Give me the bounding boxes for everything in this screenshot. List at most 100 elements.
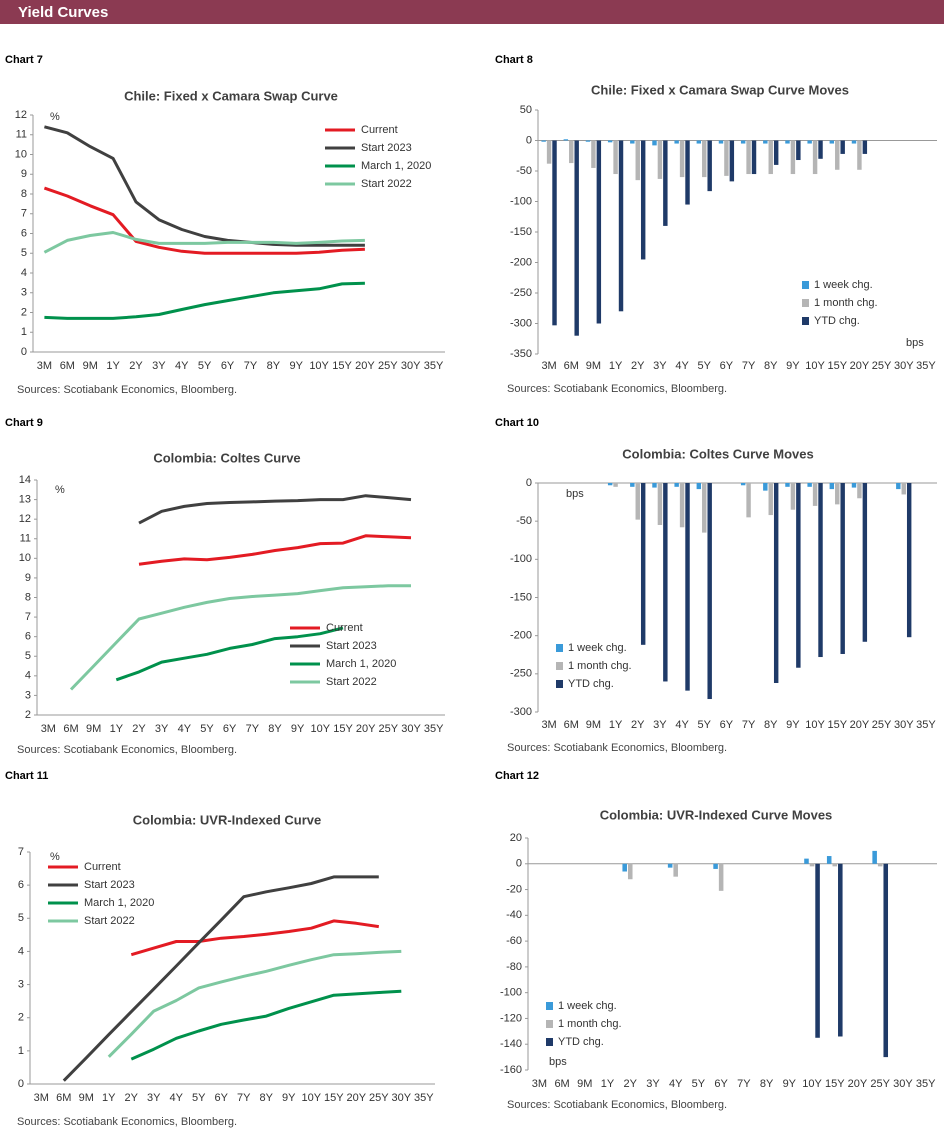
bar [785,140,790,144]
series-line [130,989,402,1061]
y-tick-label: -20 [506,883,522,895]
bar [763,140,768,144]
y-tick-label: 5 [21,247,27,259]
series-line [62,875,379,1082]
series-line [138,494,412,525]
x-tick-label: 6Y [215,1092,229,1104]
x-tick-label: 10Y [802,1078,822,1090]
x-tick-label: 4Y [675,360,689,372]
x-tick-label: 8Y [764,719,778,731]
y-tick-label: 10 [15,148,27,160]
x-tick-label: 4Y [178,723,192,735]
unit-label: % [50,851,60,863]
bar [563,139,569,141]
x-tick-label: 25Y [378,360,398,372]
bar [818,483,823,658]
x-tick-label: 2Y [132,723,146,735]
x-tick-label: 35Y [916,1078,936,1090]
x-tick-label: 15Y [827,719,847,731]
bar [674,140,679,144]
chart-title: Chile: Fixed x Camara Swap Curve [124,88,338,103]
x-tick-label: 20Y [355,360,375,372]
x-tick-label: 30Y [401,723,421,735]
bar [613,483,618,487]
y-tick-label: 14 [19,474,31,486]
bar [574,140,579,336]
bar [746,140,751,175]
x-tick-label: 9Y [291,723,305,735]
x-tick-label: 8Y [268,723,282,735]
bar [835,140,840,170]
x-tick-label: 9Y [786,360,800,372]
x-tick-label: 3M [41,723,56,735]
y-tick-label: 12 [15,109,27,121]
x-tick-label: 1Y [102,1092,116,1104]
y-tick-label: -300 [510,317,532,329]
x-tick-label: 9Y [786,719,800,731]
bar [829,140,835,144]
bar [812,140,818,175]
x-tick-label: 6Y [720,360,734,372]
x-tick-label: 2Y [624,1078,638,1090]
y-tick-label: -250 [510,287,532,299]
source: Sources: Scotiabank Economics, Bloomberg… [507,742,727,754]
x-tick-label: 5Y [698,719,712,731]
y-tick-label: -100 [500,987,522,999]
bar [622,863,627,872]
bar [872,850,877,864]
y-tick-label: -350 [510,348,532,360]
x-tick-label: 20Y [850,360,870,372]
legend-label: March 1, 2020 [84,897,154,909]
chart-label: Chart 10 [495,417,539,429]
x-tick-label: 9Y [282,1092,296,1104]
x-tick-label: 4Y [675,719,689,731]
legend-label: Start 2023 [84,879,135,891]
x-tick-label: 20Y [850,719,870,731]
legend-swatch [802,281,809,289]
bar [804,858,809,864]
bar [807,140,812,144]
chart-label: Chart 12 [495,770,539,782]
y-tick-label: -60 [506,935,522,947]
bar [790,140,796,175]
x-tick-label: 7Y [742,719,756,731]
y-tick-label: 7 [18,846,24,858]
bar [707,483,712,700]
legend-label: 1 month chg. [568,660,632,672]
bar [663,140,668,226]
y-tick-label: 0 [18,1078,24,1090]
x-tick-label: 3Y [155,723,169,735]
y-tick-label: 0 [526,134,532,146]
legend-label: YTD chg. [568,678,614,690]
legend-swatch [556,680,563,688]
x-tick-label: 10Y [311,723,331,735]
y-tick-label: -250 [510,668,532,680]
x-tick-label: 1Y [106,360,120,372]
y-tick-label: -120 [500,1012,522,1024]
y-tick-label: -100 [510,553,532,565]
bar [838,863,843,1037]
y-tick-label: 7 [25,611,31,623]
legend-label: YTD chg. [558,1036,604,1048]
x-tick-label: 6M [564,719,579,731]
x-tick-label: 10Y [301,1092,321,1104]
legend-swatch [802,299,809,307]
chart-label: Chart 9 [5,417,43,429]
bar [640,140,646,260]
x-tick-label: 30Y [893,1078,913,1090]
x-tick-label: 3Y [653,360,667,372]
series-line [69,584,411,691]
bar [740,140,746,144]
unit-label: % [50,111,60,123]
x-tick-label: 9M [586,360,601,372]
bar [807,483,812,487]
x-tick-label: 7Y [237,1092,251,1104]
y-tick-label: 6 [21,227,27,239]
bar [729,140,735,182]
x-tick-label: 30Y [391,1092,411,1104]
y-tick-label: 5 [25,650,31,662]
x-tick-label: 3M [532,1078,547,1090]
y-tick-label: 1 [18,1045,24,1057]
bar [618,140,624,312]
y-tick-label: -160 [500,1064,522,1076]
